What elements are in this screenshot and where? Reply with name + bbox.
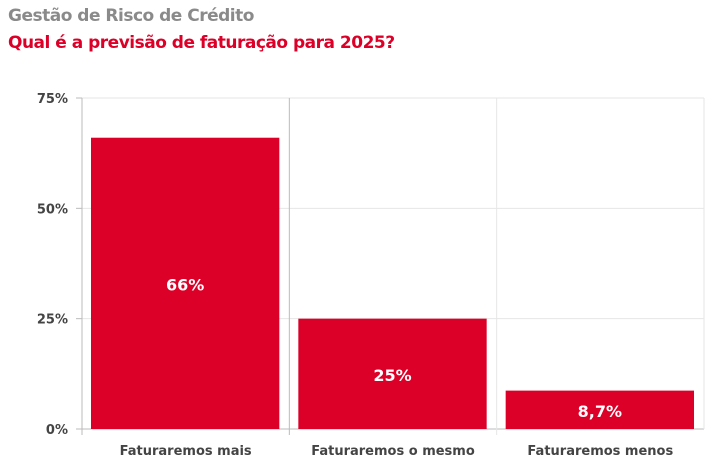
y-tick-label: 0% (46, 423, 68, 438)
y-tick-label: 75% (37, 92, 68, 107)
y-tick-label: 25% (37, 313, 68, 328)
bar (298, 318, 487, 429)
y-tick-label: 50% (37, 202, 68, 217)
bar (91, 137, 280, 429)
x-tick-label: Faturaremos menos (527, 444, 673, 459)
x-tick-label: Faturaremos o mesmo (311, 444, 475, 459)
x-tick-label: Faturaremos mais (120, 444, 252, 459)
chart-subtitle: Qual é a previsão de faturação para 2025… (8, 33, 395, 53)
data-label: 25% (373, 366, 411, 385)
data-label: 66% (166, 275, 204, 294)
data-label: 8,7% (578, 402, 622, 421)
bar (505, 390, 694, 429)
chart-title: Gestão de Risco de Crédito (8, 6, 254, 26)
